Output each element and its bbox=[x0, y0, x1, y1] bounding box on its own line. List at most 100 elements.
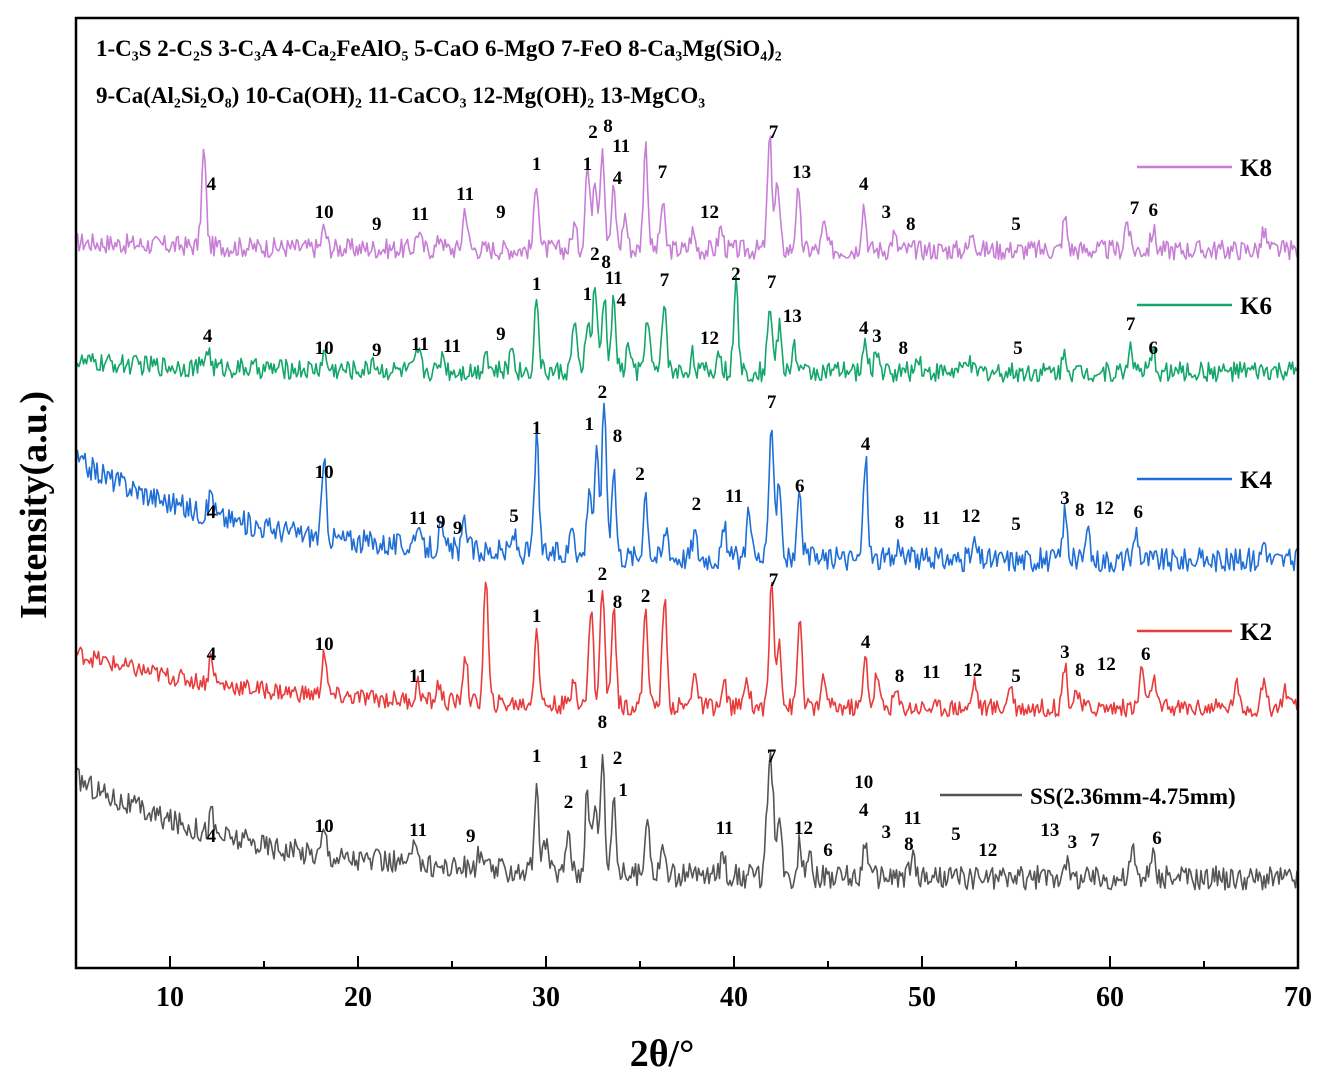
phase-key-line-2: 9-Ca(Al₂Si₂O₈) 10-Ca(OH)₂ 11-CaCO₃ 12-Mg… bbox=[96, 83, 705, 108]
peak-label: 1 bbox=[532, 274, 542, 295]
peak-label: 10 bbox=[315, 634, 334, 655]
peak-label: 11 bbox=[725, 486, 743, 507]
peak-label: 10 bbox=[854, 772, 873, 793]
peak-label: 8 bbox=[603, 116, 613, 137]
peak-label: 4 bbox=[207, 174, 217, 195]
peak-label: 7 bbox=[769, 570, 779, 591]
peak-label: 6 bbox=[1148, 338, 1158, 359]
legend-label: K8 bbox=[1240, 155, 1272, 182]
legend: K8 K6 K4 K2 SS(2.36mm-4.75mm) bbox=[940, 155, 1272, 809]
peak-label: 5 bbox=[1011, 666, 1021, 687]
series-line-0 bbox=[75, 135, 1298, 261]
peak-label: 7 bbox=[769, 122, 779, 143]
legend-label: K4 bbox=[1240, 467, 1272, 494]
peak-label: 4 bbox=[613, 168, 623, 189]
peak-label: 8 bbox=[898, 338, 908, 359]
peak-label: 3 bbox=[882, 822, 892, 843]
peak-label: 12 bbox=[1095, 498, 1114, 519]
peak-label: 4 bbox=[861, 434, 871, 455]
x-tick-label: 20 bbox=[344, 982, 372, 1013]
peak-label: 1 bbox=[618, 780, 628, 801]
peak-label: 4 bbox=[203, 326, 213, 347]
peak-label: 3 bbox=[872, 326, 882, 347]
peak-label: 1 bbox=[532, 418, 542, 439]
peak-label: 8 bbox=[1075, 500, 1085, 521]
peak-label: 11 bbox=[922, 662, 940, 683]
peak-label: 4 bbox=[859, 318, 869, 339]
peak-label: 6 bbox=[1152, 828, 1162, 849]
peak-label: 9 bbox=[496, 324, 506, 345]
series-line-2 bbox=[75, 402, 1298, 573]
peak-label: 10 bbox=[315, 462, 334, 483]
peak-label: 6 bbox=[823, 840, 833, 861]
peak-label: 11 bbox=[456, 184, 474, 205]
y-axis-label: Intensity(a.u.) bbox=[13, 391, 55, 619]
peak-label: 7 bbox=[767, 272, 777, 293]
series-line-3 bbox=[75, 581, 1298, 718]
peak-label: 8 bbox=[904, 834, 914, 855]
peak-label: 8 bbox=[613, 426, 623, 447]
peak-label: 8 bbox=[598, 712, 608, 733]
peak-label: 10 bbox=[315, 816, 334, 837]
peak-label: 11 bbox=[409, 508, 427, 529]
peak-label: 11 bbox=[716, 818, 734, 839]
peak-label: 7 bbox=[660, 270, 670, 291]
peak-label: 12 bbox=[700, 202, 719, 223]
peak-label: 5 bbox=[1013, 338, 1023, 359]
x-axis-label: 2θ/° bbox=[630, 1033, 695, 1075]
x-tick-label: 70 bbox=[1284, 982, 1312, 1013]
peak-label: 2 bbox=[598, 564, 608, 585]
peak-label: 9 bbox=[372, 214, 382, 235]
peak-label: 7 bbox=[767, 392, 777, 413]
x-tick-label: 40 bbox=[720, 982, 748, 1013]
peak-label: 8 bbox=[895, 666, 905, 687]
peak-label: 1 bbox=[532, 606, 542, 627]
peak-label: 8 bbox=[895, 512, 905, 533]
legend-label: K2 bbox=[1240, 619, 1272, 646]
peak-label: 10 bbox=[315, 202, 334, 223]
legend-label: SS(2.36mm-4.75mm) bbox=[1030, 784, 1236, 809]
peak-label: 4 bbox=[207, 826, 217, 847]
peak-label: 2 bbox=[588, 122, 598, 143]
peak-label: 7 bbox=[658, 162, 668, 183]
peak-label: 4 bbox=[616, 290, 626, 311]
peak-label: 11 bbox=[409, 820, 427, 841]
phase-key-line-1: 1-C₃S 2-C₂S 3-C₃A 4-Ca₂FeAlO₅ 5-CaO 6-Mg… bbox=[96, 36, 782, 61]
peak-label: 1 bbox=[583, 284, 593, 305]
peak-label: 1 bbox=[583, 154, 593, 175]
peak-label: 1 bbox=[532, 154, 542, 175]
x-tick-label: 10 bbox=[156, 982, 184, 1013]
peak-label: 13 bbox=[1040, 820, 1059, 841]
peak-label: 11 bbox=[922, 508, 940, 529]
x-tick-label: 50 bbox=[908, 982, 936, 1013]
peak-label: 1 bbox=[584, 414, 594, 435]
peak-label: 12 bbox=[700, 328, 719, 349]
peak-label: 2 bbox=[598, 382, 608, 403]
peak-label: 6 bbox=[1133, 502, 1143, 523]
peak-label: 11 bbox=[409, 666, 427, 687]
peak-label: 8 bbox=[601, 252, 611, 273]
peak-label: 4 bbox=[859, 800, 869, 821]
peak-label: 12 bbox=[963, 660, 982, 681]
peak-label: 10 bbox=[315, 338, 334, 359]
peak-label: 6 bbox=[1148, 200, 1158, 221]
peak-label: 1 bbox=[579, 752, 589, 773]
peak-label: 6 bbox=[795, 476, 805, 497]
plot-frame bbox=[74, 16, 1300, 970]
peak-label: 8 bbox=[1075, 660, 1085, 681]
series-layer bbox=[75, 135, 1298, 891]
peak-label: 12 bbox=[1097, 654, 1116, 675]
series-line-1 bbox=[75, 275, 1298, 383]
peak-label: 9 bbox=[372, 340, 382, 361]
x-axis: 10 20 30 40 50 60 70 bbox=[156, 956, 1312, 1013]
peak-label: 5 bbox=[509, 506, 519, 527]
peak-label: 8 bbox=[613, 592, 623, 613]
peak-label: 9 bbox=[496, 202, 506, 223]
peak-label: 9 bbox=[453, 518, 463, 539]
peak-label: 3 bbox=[1068, 832, 1078, 853]
peak-label: 11 bbox=[605, 268, 623, 289]
peak-label: 3 bbox=[1060, 488, 1070, 509]
peak-label: 6 bbox=[1141, 644, 1151, 665]
peak-label: 12 bbox=[961, 506, 980, 527]
